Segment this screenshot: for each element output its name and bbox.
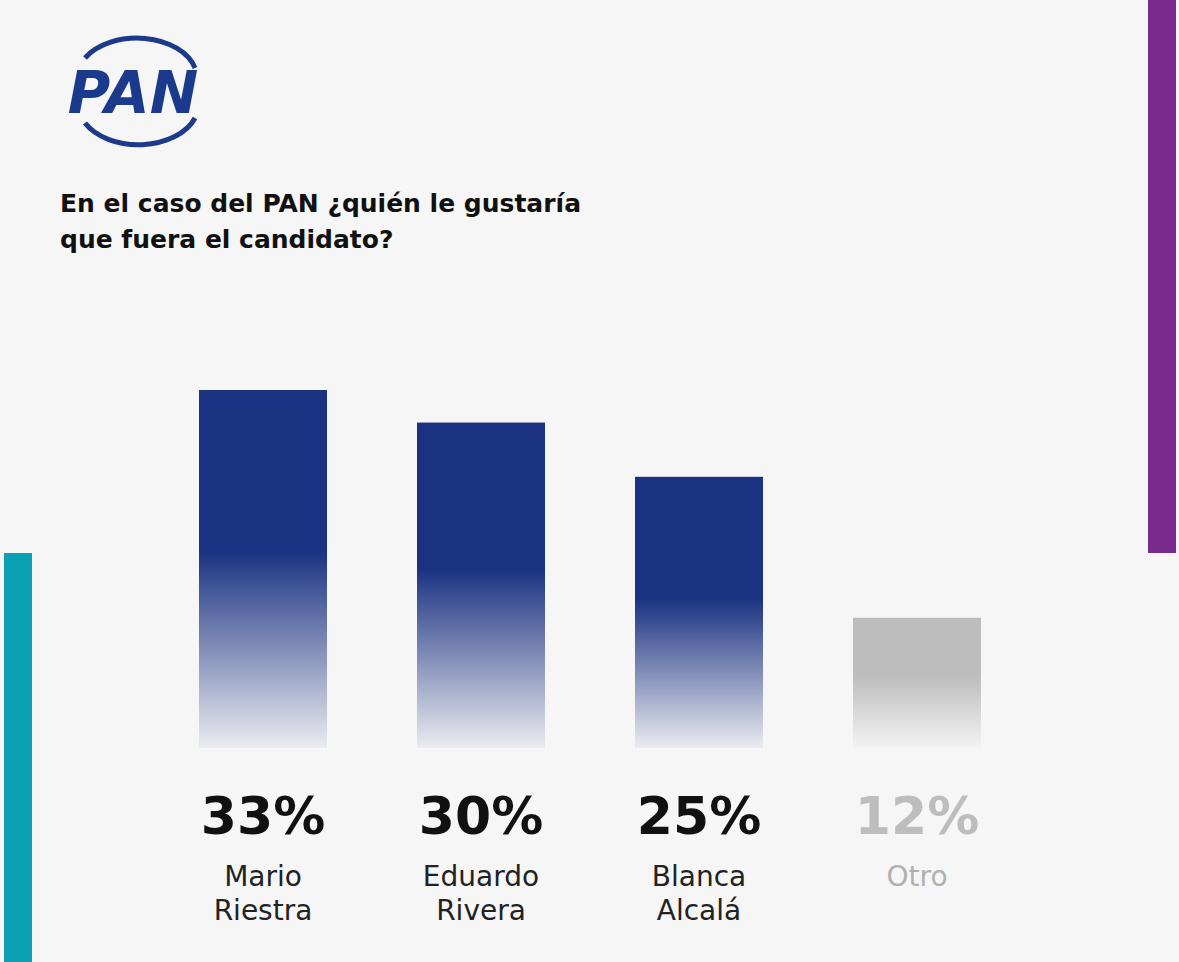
svg-text:PAN: PAN <box>68 59 199 127</box>
html-text:En el caso del PAN ¿quién le g: En el caso del PAN ¿quién le gustaría qu… <box>60 189 581 254</box>
svg-text:12%: 12% <box>855 786 979 846</box>
svg-text:Eduardo: Eduardo <box>423 860 539 893</box>
svg-text:Riestra: Riestra <box>214 894 313 927</box>
svg-text:Otro: Otro <box>886 860 947 893</box>
svg-text:Mario: Mario <box>224 860 302 893</box>
svg-text:25%: 25% <box>637 786 761 846</box>
svg-text:Rivera: Rivera <box>436 894 526 927</box>
svg-text:33%: 33% <box>201 786 325 846</box>
svg-text:30%: 30% <box>419 786 543 846</box>
svg-text:Alcalá: Alcalá <box>657 894 741 927</box>
svg-text:Blanca: Blanca <box>652 860 746 893</box>
